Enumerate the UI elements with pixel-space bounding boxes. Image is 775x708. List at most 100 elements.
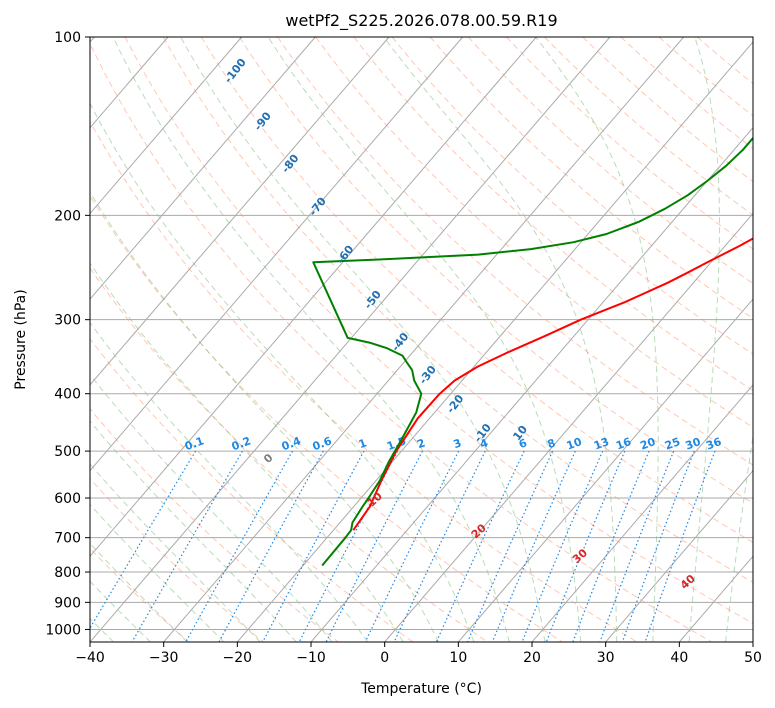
mixing-ratio-label: 0.6 [311,434,334,453]
mixing-ratio-label: 10 [565,435,584,453]
mixing-ratio-labels: 0.1 0.2 0.4 0.6 1 1.5 2 3 4 6 8 10 13 16 20 25 30 36 [183,434,723,453]
moist-adiabat-line [180,37,546,642]
series-layer [312,136,753,567]
moist-adiabat-line [90,102,475,642]
height-label: -50 [362,288,385,312]
x-tick-label: −10 [296,650,326,666]
isoline-labels: 010203040-100-90-80-70-60-50-40-30-20-10… [222,56,699,592]
isotherm-line [90,37,611,642]
mixing-ratio-label: 0.1 [183,434,206,453]
height-label: -80 [279,152,302,176]
mixing-ratio-label: 16 [614,435,633,453]
mixing-ratio-label: 25 [663,435,682,452]
dewpoint-profile-line [312,136,753,567]
height-label: -10 [471,421,494,445]
y-tick-label: 700 [54,531,81,547]
mixing-ratio-line [325,450,423,642]
background-lines [90,37,775,642]
dry-adiabat-line [391,37,753,355]
dry-adiabat-line [90,477,264,642]
y-tick-label: 1000 [45,622,81,638]
mixing-ratio-label: 2 [415,436,427,451]
y-tick-label: 300 [54,313,81,329]
isotherm-line [605,469,753,642]
moist-adiabat-line [725,433,753,642]
theta-label: 40 [678,572,698,592]
x-tick-label: −30 [149,650,179,666]
mixing-ratio-line [572,450,650,642]
height-label: -20 [444,392,467,416]
moist-adiabat-line [90,321,369,642]
isotherm-line [678,555,753,642]
x-tick-label: 50 [744,650,762,666]
x-tick-label: 40 [670,650,688,666]
x-tick-label: −20 [223,650,253,666]
isotherm-line [457,298,753,642]
mixing-ratio-line [644,450,716,642]
dry-adiabat-line [658,37,753,117]
moist-adiabat-line [90,463,261,642]
x-tick-label: 0 [380,650,389,666]
height-label: -90 [251,109,274,133]
dry-adiabat-line [353,37,753,392]
y-tick-label: 900 [54,595,81,611]
height-label-extra: 10 [510,423,530,443]
y-axis-title: Pressure (hPa) [13,289,29,389]
mixing-ratio-line [621,450,695,642]
moist-adiabat-line [688,37,720,642]
isotherm-line [752,641,753,642]
plot-frame [89,36,754,643]
dry-adiabat-line [429,37,753,320]
moist-adiabat-line [112,37,510,642]
isotherm-line [163,37,685,642]
mixing-ratio-line [131,450,244,642]
isotherm-line [90,37,464,472]
moist-adiabat-line [90,191,439,642]
x-axis-title: Temperature (°C) [360,681,482,697]
x-tick-label: 10 [449,650,467,666]
dry-adiabat-line [90,42,712,642]
isotherm-line [531,384,753,642]
height-label: -100 [222,56,249,86]
moist-adiabat-line [90,373,333,642]
mixing-ratio-label: 0.4 [280,434,303,453]
y-axis: 100 200 300 400 500 600 700 800 900 1000 [45,30,90,638]
x-tick-label: −40 [75,650,105,666]
dry-adiabat-line [506,37,753,250]
y-tick-label: 400 [54,387,81,403]
mixing-ratio-label: 6 [517,436,529,451]
dry-adiabat-line [90,547,190,642]
dry-adiabat-line [467,37,753,285]
x-axis: −40 −30 −20 −10 0 10 20 30 40 50 [75,642,762,666]
theta-label: 10 [365,489,385,509]
mixing-ratio-label: 30 [684,435,703,453]
mixing-ratio-line [545,450,626,642]
dry-adiabat-line [200,37,753,543]
moist-adiabat-line [383,37,618,642]
mixing-ratio-line [218,450,324,642]
dry-adiabat-line [162,37,753,584]
x-tick-label: 30 [597,650,615,666]
chart-title: wetPf2_S225.2026.078.00.59.R19 [285,11,557,31]
isotherm-line [310,126,753,642]
isotherm-line [384,212,753,642]
height-label: -60 [334,243,357,267]
isotherm-line [90,37,537,558]
moist-adiabat-line [267,37,582,642]
temperature-profile-line [352,237,753,531]
dry-adiabat-line [239,37,753,504]
dry-adiabat-line [277,37,753,466]
height-label: -30 [416,363,439,387]
dry-adiabat-line [90,267,488,642]
mixing-ratio-label: 8 [546,436,558,451]
y-tick-label: 200 [54,208,81,224]
moist-adiabat-line [90,503,225,642]
mixing-ratio-label: 3 [452,436,464,451]
y-tick-label: 100 [54,30,81,46]
dry-adiabat-line [696,37,753,85]
mixing-ratio-label: 20 [638,435,657,453]
theta-label: 30 [570,546,590,566]
moist-adiabat-line [762,37,775,642]
